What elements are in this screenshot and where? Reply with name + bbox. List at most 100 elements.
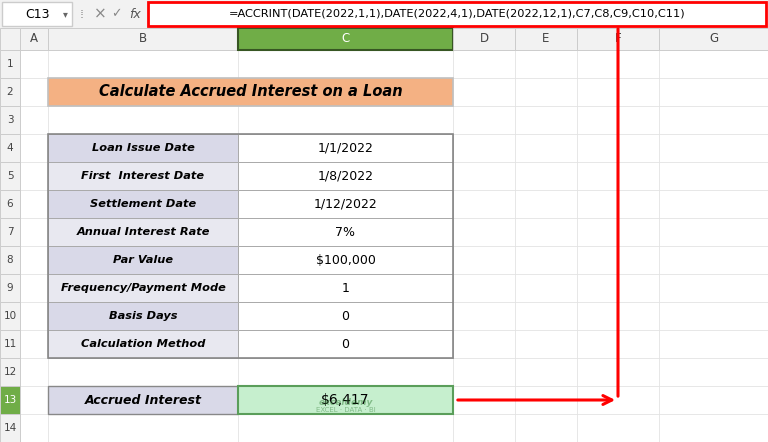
Bar	[659, 274, 768, 302]
Bar	[20, 162, 48, 190]
Bar	[453, 50, 515, 78]
Bar	[453, 106, 515, 134]
Bar	[453, 246, 515, 274]
Text: 14: 14	[3, 423, 17, 433]
Bar	[48, 246, 238, 274]
Bar	[659, 358, 768, 386]
Bar	[0, 0, 768, 28]
Bar	[577, 78, 659, 106]
Bar	[659, 162, 768, 190]
Bar	[0, 28, 20, 50]
Bar	[659, 50, 768, 78]
Bar	[453, 190, 515, 218]
Text: 13: 13	[3, 395, 17, 405]
Bar	[577, 330, 659, 358]
Bar	[515, 386, 577, 414]
Bar	[0, 134, 20, 162]
Bar	[48, 106, 238, 134]
Text: 0: 0	[342, 338, 349, 351]
Bar	[453, 134, 515, 162]
Bar	[238, 134, 453, 162]
Text: G: G	[709, 33, 718, 46]
Bar	[515, 302, 577, 330]
Bar	[515, 246, 577, 274]
Bar	[453, 302, 515, 330]
Bar	[148, 2, 766, 26]
Bar	[0, 106, 20, 134]
Bar	[515, 162, 577, 190]
Bar	[20, 218, 48, 246]
Bar	[577, 28, 659, 50]
Bar	[577, 218, 659, 246]
Bar	[453, 414, 515, 442]
Bar	[48, 134, 238, 162]
Bar	[238, 330, 453, 358]
Text: Par Value: Par Value	[113, 255, 173, 265]
Bar	[20, 414, 48, 442]
Bar	[0, 330, 20, 358]
Bar	[20, 274, 48, 302]
Bar	[238, 134, 453, 162]
Bar	[515, 358, 577, 386]
Bar	[20, 78, 48, 106]
Text: B: B	[139, 33, 147, 46]
Bar	[238, 414, 453, 442]
Bar	[48, 78, 453, 106]
Bar	[48, 246, 238, 274]
Text: 7%: 7%	[336, 225, 356, 239]
Bar	[453, 28, 515, 50]
Text: ▾: ▾	[62, 9, 68, 19]
Bar	[659, 78, 768, 106]
Bar	[238, 190, 453, 218]
Bar	[238, 218, 453, 246]
Bar	[48, 414, 238, 442]
Text: 12: 12	[3, 367, 17, 377]
Bar	[515, 274, 577, 302]
Bar	[238, 106, 453, 134]
Bar	[453, 78, 515, 106]
Bar	[515, 134, 577, 162]
Bar	[515, 218, 577, 246]
Text: 6: 6	[7, 199, 13, 209]
Text: F: F	[614, 33, 621, 46]
Bar	[238, 162, 453, 190]
Bar	[238, 358, 453, 386]
Text: 5: 5	[7, 171, 13, 181]
Text: Settlement Date: Settlement Date	[90, 199, 196, 209]
Text: Loan Issue Date: Loan Issue Date	[91, 143, 194, 153]
Text: A: A	[30, 33, 38, 46]
Bar	[659, 28, 768, 50]
Bar	[238, 386, 453, 414]
Text: 2: 2	[7, 87, 13, 97]
Bar	[238, 386, 453, 414]
Bar	[20, 50, 48, 78]
Bar	[48, 386, 238, 414]
Bar	[659, 246, 768, 274]
Text: EXCEL · DATA · BI: EXCEL · DATA · BI	[316, 407, 376, 413]
Bar	[453, 358, 515, 386]
Bar	[48, 134, 238, 162]
Text: fx: fx	[129, 8, 141, 20]
Bar	[577, 190, 659, 218]
Bar	[48, 218, 238, 246]
Text: Calculate Accrued Interest on a Loan: Calculate Accrued Interest on a Loan	[98, 84, 402, 99]
Bar	[453, 162, 515, 190]
Text: C: C	[341, 33, 349, 46]
Bar	[20, 330, 48, 358]
Bar	[0, 190, 20, 218]
Text: Frequency/Payment Mode: Frequency/Payment Mode	[61, 283, 226, 293]
Bar	[48, 190, 238, 218]
Text: 1/1/2022: 1/1/2022	[317, 141, 373, 155]
Bar	[659, 134, 768, 162]
Text: 10: 10	[3, 311, 17, 321]
Bar	[453, 386, 515, 414]
Bar	[659, 330, 768, 358]
Text: Annual Interest Rate: Annual Interest Rate	[76, 227, 210, 237]
Text: ⁞: ⁞	[80, 8, 84, 20]
Bar	[515, 190, 577, 218]
Bar	[48, 274, 238, 302]
Bar	[659, 106, 768, 134]
Bar	[0, 358, 20, 386]
Bar	[238, 218, 453, 246]
Text: 7: 7	[7, 227, 13, 237]
